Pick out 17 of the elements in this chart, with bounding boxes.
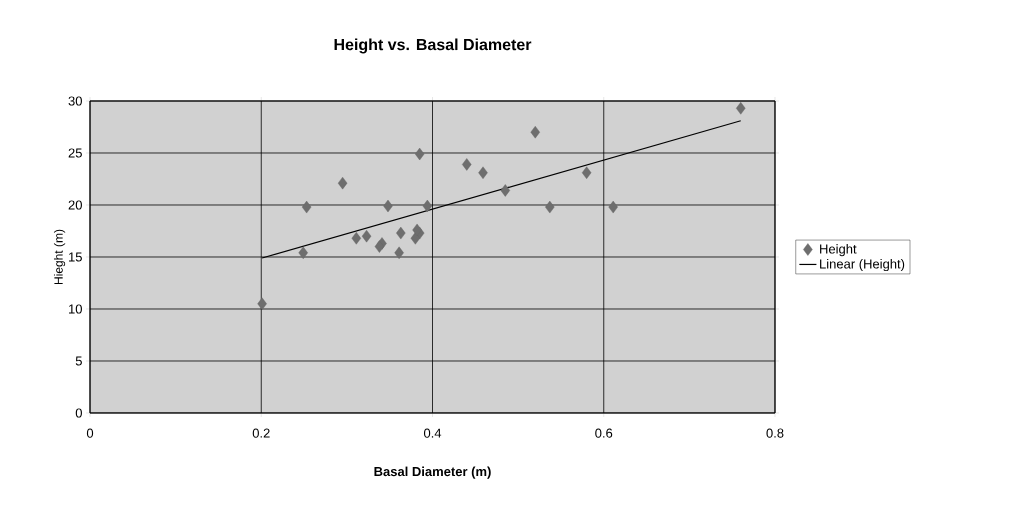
legend-label: Height — [820, 244, 857, 257]
y-tick-label: 15 — [69, 252, 82, 262]
x-tick-label: 0.2 — [252, 428, 270, 438]
y-axis-title: Hieght (m) — [53, 229, 66, 284]
x-axis-title: Basal Diameter (m) — [374, 466, 491, 479]
x-tick-label: 0 — [86, 428, 94, 438]
chart-title: Height vs. Basal Diameter — [334, 38, 532, 54]
x-tick-label: 0.6 — [595, 428, 613, 438]
y-tick-label: 25 — [68, 148, 82, 158]
x-tick-label: 0.4 — [423, 428, 442, 438]
y-tick-label: 0 — [75, 408, 82, 418]
y-tick-label: 5 — [75, 356, 82, 366]
y-tick-label: 10 — [69, 304, 82, 314]
y-tick-label: 20 — [68, 200, 82, 210]
y-tick-label: 30 — [68, 96, 82, 106]
x-tick-label: 0.8 — [766, 428, 784, 438]
legend-label: Linear (Height) — [820, 258, 905, 272]
